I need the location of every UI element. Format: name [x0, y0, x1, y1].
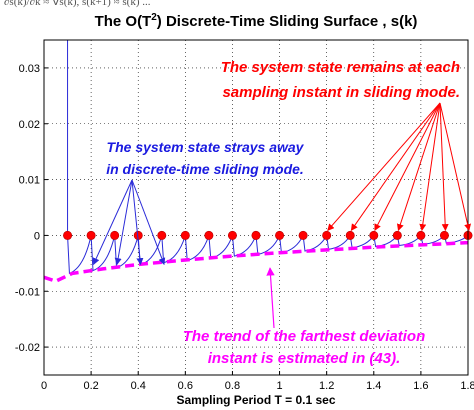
sample-point: [275, 230, 285, 240]
sample-point: [180, 230, 190, 240]
sample-point: [157, 230, 167, 240]
annotation-red-arrow: [439, 102, 472, 232]
annotation-blue-arrow: [131, 179, 166, 266]
x-tick-label: 1.6: [413, 380, 428, 392]
chart-title-superscript: 2: [151, 12, 157, 23]
annotation-red-arrow: [396, 102, 441, 232]
y-tick-label: -0.02: [15, 342, 40, 354]
annotation-red-arrow: [350, 102, 441, 231]
series-layer: [43, 40, 469, 284]
y-tick-label: 0.03: [19, 63, 40, 75]
x-tick-label: 1: [276, 380, 282, 392]
plot-frame: [43, 39, 469, 376]
x-tick-label: 0: [41, 380, 47, 392]
sample-point: [63, 230, 73, 240]
chart-title: The O(T2) Discrete-Time Sliding Surface …: [44, 12, 468, 30]
annotation-blue-line-1: The system state strays away: [107, 139, 305, 155]
annotation-red-arrow: [419, 102, 441, 232]
annotation-magenta-line-2: instant is estimated in (43).: [208, 350, 401, 367]
x-tick-label: 0.4: [131, 380, 146, 392]
x-tick-label: 1.2: [319, 380, 334, 392]
x-tick-label: 0.2: [83, 380, 98, 392]
annotation-red-arrow: [374, 102, 441, 232]
annotation-blue-arrow: [114, 179, 133, 266]
sample-point: [369, 230, 379, 240]
y-tick-label: 0.01: [19, 175, 40, 187]
sample-point: [345, 230, 355, 240]
top-caption: ∂s(k)/∂k ≈ ∇s(k), s(k+1) ≈ s(k) ...: [4, 0, 151, 8]
x-tick-label: 0.6: [178, 380, 193, 392]
annotation-red-arrow: [439, 102, 449, 232]
annotation-red-line-2: sampling instant in sliding mode.: [222, 84, 460, 101]
sample-point: [251, 230, 261, 240]
sample-point: [227, 230, 237, 240]
chart-title-rest: ) Discrete-Time Sliding Surface , s(k): [156, 13, 418, 30]
y-tick-label: 0.02: [19, 119, 40, 131]
annotation-blue-arrow: [92, 179, 133, 266]
marker-layer: [63, 230, 473, 240]
annotation-blue-line-2: in discrete-time sliding mode.: [106, 161, 304, 177]
x-tick-label: 1.4: [366, 380, 381, 392]
chart-title-main: The O(T: [94, 13, 152, 30]
sample-point: [392, 230, 402, 240]
tick-layer: 0 0.2 0.4 0.6 0.8 1 1.2 1.4 1.6 1.8 0.03 0.02 0.01 0 -…: [15, 63, 474, 392]
annotation-red-arrow: [327, 102, 441, 231]
x-tick-label: 0.8: [225, 380, 240, 392]
x-axis-label: Sampling Period T = 0.1 sec: [176, 393, 336, 407]
x-tick-label: 1.8: [460, 380, 474, 392]
annotation-magenta-line-1: The trend of the farthest deviation: [183, 328, 426, 345]
sample-point: [416, 230, 426, 240]
y-tick-label: -0.01: [15, 286, 40, 298]
annotation-layer: The system state remains at each samplin…: [92, 59, 472, 367]
annotation-magenta-arrow: [266, 267, 275, 329]
sample-point: [204, 230, 214, 240]
y-tick-label: 0: [34, 230, 40, 242]
annotation-blue-arrow: [131, 179, 144, 266]
sample-point: [86, 230, 96, 240]
farthest-deviation-trend-line: [43, 240, 469, 284]
sample-point: [110, 230, 120, 240]
sample-point: [439, 230, 449, 240]
annotation-red-line-1: The system state remains at each: [221, 59, 460, 76]
sample-point: [298, 230, 308, 240]
sample-point: [322, 230, 332, 240]
